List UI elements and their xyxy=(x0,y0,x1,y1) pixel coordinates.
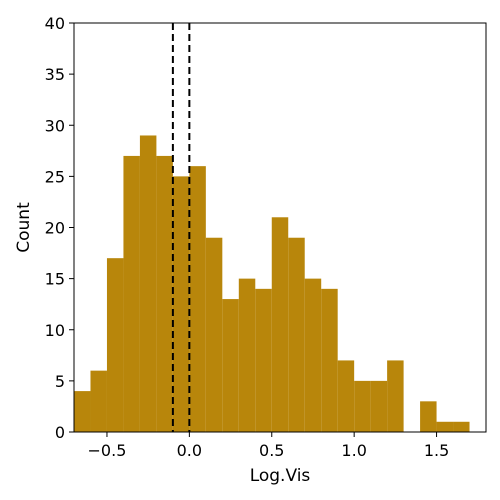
x-tick-label: 1.5 xyxy=(424,441,449,460)
histogram-bar xyxy=(123,155,140,433)
histogram-bar xyxy=(354,380,371,432)
histogram-bar xyxy=(436,421,454,432)
histogram-bar xyxy=(106,258,124,432)
x-tick-label: 0.5 xyxy=(259,441,284,460)
x-axis-title: Log.Vis xyxy=(250,466,311,486)
histogram-bar xyxy=(321,288,338,432)
histogram-bar xyxy=(255,288,272,432)
histogram-bars xyxy=(74,135,470,433)
y-tick-label: 20 xyxy=(45,219,65,238)
x-axis-ticks: −0.5 0.0 0.5 1.0 1.5 xyxy=(88,432,449,460)
x-tick-label: −0.5 xyxy=(88,441,127,460)
histogram-bar xyxy=(74,391,91,432)
histogram-bar xyxy=(271,217,289,432)
histogram-bar xyxy=(139,135,157,432)
y-tick-label: 10 xyxy=(45,321,65,340)
histogram-bar xyxy=(172,176,190,432)
y-tick-label: 15 xyxy=(45,270,65,289)
y-tick-label: 35 xyxy=(45,65,65,84)
y-axis-title: Count xyxy=(14,202,34,253)
y-tick-label: 25 xyxy=(45,167,65,186)
histogram-bar xyxy=(238,278,256,432)
histogram-bar xyxy=(205,237,223,432)
histogram-bar xyxy=(304,278,322,432)
histogram-bar xyxy=(222,299,239,432)
y-tick-label: 0 xyxy=(55,423,65,442)
histogram-bar xyxy=(189,166,206,432)
histogram-bar xyxy=(156,155,173,433)
histogram-bar xyxy=(453,421,470,432)
histogram-bar xyxy=(288,237,305,432)
histogram-bar xyxy=(337,360,355,432)
x-tick-label: 0.0 xyxy=(177,441,202,460)
y-tick-label: 40 xyxy=(45,14,65,33)
y-tick-label: 5 xyxy=(55,372,65,391)
x-tick-label: 1.0 xyxy=(341,441,366,460)
reference-lines xyxy=(171,23,191,432)
histogram-bar xyxy=(370,380,388,432)
y-tick-label: 30 xyxy=(45,116,65,135)
histogram-bar xyxy=(90,370,107,432)
histogram-bar xyxy=(420,401,437,432)
y-axis-ticks: 0 5 10 15 20 25 30 35 40 xyxy=(45,14,74,442)
histogram-bar xyxy=(387,360,404,432)
